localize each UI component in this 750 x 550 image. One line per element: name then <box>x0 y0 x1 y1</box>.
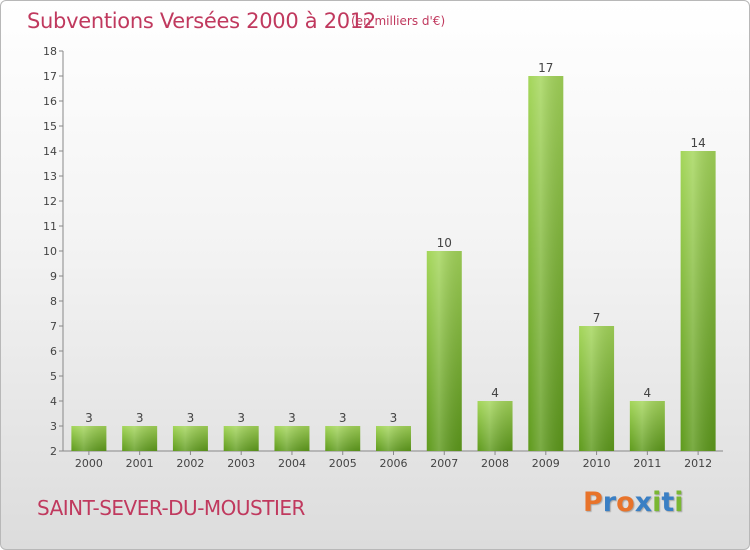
y-tick-label: 16 <box>43 95 57 108</box>
logo-letter: o <box>616 487 635 518</box>
data-label-2009: 17 <box>538 61 553 75</box>
y-tick-label: 13 <box>43 170 57 183</box>
data-label-2000: 3 <box>85 411 93 425</box>
x-tick-label: 2001 <box>126 457 154 470</box>
y-tick-label: 6 <box>50 345 57 358</box>
y-tick-label: 9 <box>50 270 57 283</box>
logo-letter: P <box>583 487 603 518</box>
bar-shine-2004 <box>274 426 310 451</box>
y-tick-label: 14 <box>43 145 57 158</box>
y-tick-label: 15 <box>43 120 57 133</box>
logo-letter: t <box>661 487 675 518</box>
bar-shine-2010 <box>579 326 615 451</box>
x-tick-label: 2006 <box>380 457 408 470</box>
x-tick-label: 2011 <box>633 457 661 470</box>
bar-shine-2002 <box>172 426 208 451</box>
bar-shine-2012 <box>680 151 716 451</box>
data-label-2005: 3 <box>339 411 347 425</box>
data-label-2001: 3 <box>136 411 144 425</box>
logo-letter: r <box>602 487 617 518</box>
bar-shine-2000 <box>71 426 107 451</box>
y-tick-label: 8 <box>50 295 57 308</box>
data-label-2010: 7 <box>593 311 601 325</box>
data-label-2011: 4 <box>644 386 652 400</box>
chart-title: Subventions Versées 2000 à 2012 <box>27 9 376 33</box>
x-tick-label: 2009 <box>532 457 560 470</box>
y-tick-label: 10 <box>43 245 57 258</box>
x-tick-label: 2003 <box>227 457 255 470</box>
data-label-2008: 4 <box>491 386 499 400</box>
data-label-2003: 3 <box>237 411 245 425</box>
x-tick-label: 2012 <box>684 457 712 470</box>
bar-shine-2005 <box>325 426 361 451</box>
logo-letter: i <box>652 487 662 518</box>
y-tick-label: 12 <box>43 195 57 208</box>
data-label-2004: 3 <box>288 411 296 425</box>
y-tick-label: 5 <box>50 370 57 383</box>
commune-name: SAINT-SEVER-DU-MOUSTIER <box>37 496 305 520</box>
y-tick-label: 4 <box>50 395 57 408</box>
y-tick-label: 2 <box>50 445 57 458</box>
y-tick-label: 17 <box>43 70 57 83</box>
bar-shine-2009 <box>528 76 564 451</box>
x-tick-label: 2005 <box>329 457 357 470</box>
chart-bars <box>71 76 716 451</box>
proxiti-logo: Proxiti <box>583 487 684 518</box>
bar-shine-2011 <box>629 401 665 451</box>
y-tick-label: 18 <box>43 45 57 58</box>
bar-shine-2006 <box>376 426 411 451</box>
chart-axes: 2 3 4 5 6 7 8 9 10 11 12 13 14 15 16 17 18 2000 2001 2002 20… <box>43 45 723 470</box>
data-label-2006: 3 <box>390 411 398 425</box>
x-tick-label: 2010 <box>583 457 611 470</box>
x-tick-label: 2000 <box>75 457 103 470</box>
y-tick-label: 11 <box>43 220 57 233</box>
chart-unit-label: (en milliers d'€) <box>351 14 446 28</box>
y-tick-label: 7 <box>50 320 57 333</box>
y-tick-label: 3 <box>50 420 57 433</box>
bar-shine-2001 <box>122 426 158 451</box>
chart-data-labels: 3 3 3 3 3 3 3 10 4 17 7 4 14 <box>85 61 706 425</box>
x-tick-label: 2002 <box>176 457 204 470</box>
data-label-2012: 14 <box>690 136 705 150</box>
logo-letter: i <box>674 487 684 518</box>
bar-shine-2007 <box>426 251 462 451</box>
x-tick-label: 2007 <box>430 457 458 470</box>
x-tick-label: 2008 <box>481 457 509 470</box>
bar-shine-2003 <box>223 426 259 451</box>
data-label-2007: 10 <box>437 236 452 250</box>
bar-shine-2008 <box>477 401 513 451</box>
x-tick-label: 2004 <box>278 457 306 470</box>
data-label-2002: 3 <box>187 411 195 425</box>
logo-letter: x <box>634 487 653 518</box>
